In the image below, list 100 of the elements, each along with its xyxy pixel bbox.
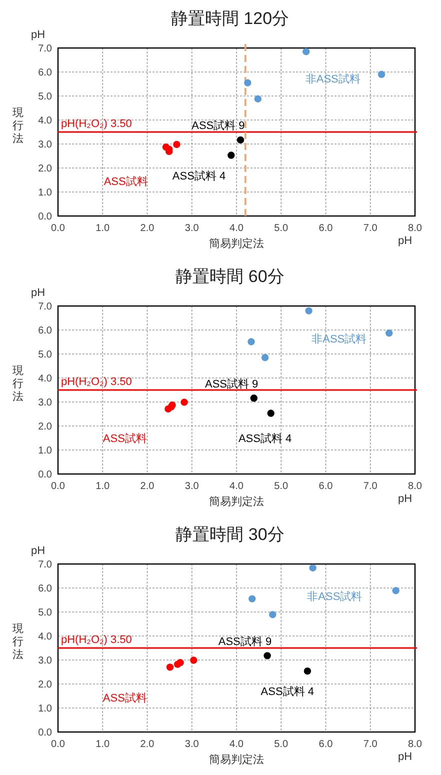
x-tick-label: 3.0	[184, 481, 200, 492]
x-tick-label: 6.0	[318, 481, 334, 492]
x-tick-label: 0.0	[51, 739, 66, 750]
point	[248, 595, 256, 602]
text: ASS試料	[102, 432, 147, 446]
x-tick-label: 2.0	[140, 481, 155, 492]
ref-line-label: pH(H₂O₂) 3.50	[61, 118, 132, 130]
point	[190, 656, 198, 664]
x-tick-label: 1.0	[96, 739, 110, 750]
text: ASS試料	[102, 691, 147, 704]
point	[269, 611, 276, 618]
point	[302, 48, 310, 56]
series-label: ASS試料 4	[260, 685, 314, 698]
x-tick-label: 7.0	[363, 739, 378, 750]
y-tick-label: 1.0	[38, 704, 52, 714]
y-tick-label: 4.0	[38, 116, 52, 126]
point	[309, 564, 316, 572]
x-tick-label: 0.0	[51, 223, 66, 234]
x-tick-label: 8.0	[408, 481, 422, 492]
x-tick-label: 1.0	[96, 481, 110, 492]
y-tick-label: 2.0	[38, 680, 52, 690]
point	[264, 652, 271, 660]
chart-title: 静置時間 30分	[176, 525, 284, 544]
text: pH	[30, 287, 46, 299]
x-tick-label: 0.0	[51, 481, 66, 492]
y-tick-label: 6.0	[38, 68, 52, 78]
point	[378, 70, 386, 78]
point	[166, 664, 174, 671]
x-tick-label: 6.0	[318, 739, 334, 750]
x-tick-label: 2.0	[140, 223, 155, 234]
y-tick-label: 4.0	[38, 632, 52, 642]
y-tick-label: 6.0	[38, 326, 52, 336]
y-tick-label: 3.0	[38, 140, 52, 150]
chart-title: 静置時間 120分	[170, 9, 290, 28]
x-tick-label: 7.0	[363, 481, 378, 492]
text: ASS試料	[104, 175, 148, 188]
series-label: 非ASS試料	[307, 590, 362, 604]
point	[173, 140, 180, 148]
text: pH	[30, 29, 46, 41]
y-tick-label: 7.0	[38, 302, 52, 312]
x-tick-label: 6.0	[318, 223, 334, 234]
y-axis-title: 現行法	[12, 365, 24, 403]
x-tick-label: 5.0	[274, 481, 289, 492]
x-tick-label: 4.0	[230, 223, 244, 234]
point	[261, 354, 269, 362]
x-tick-label: 2.0	[140, 739, 155, 750]
x-tick-label: 4.0	[230, 481, 244, 492]
y-tick-label: 1.0	[38, 446, 52, 456]
x-tick-label: 5.0	[274, 739, 289, 750]
series-label: ASS試料 9	[192, 119, 245, 132]
y-tick-label: 7.0	[38, 44, 52, 54]
y-tick-label: 2.0	[38, 422, 52, 432]
y-tick-label: 5.0	[38, 350, 52, 360]
y-tick-label: 0.0	[38, 728, 52, 738]
text: pH	[398, 493, 412, 505]
y-tick-label: 4.0	[38, 374, 52, 384]
y-tick-label: 6.0	[38, 584, 52, 594]
point	[267, 410, 274, 417]
text: pH	[398, 751, 412, 763]
point	[304, 667, 312, 675]
x-tick-label: 1.0	[96, 223, 110, 234]
x-tick-label: 5.0	[274, 223, 289, 234]
y-axis-title: 現行法	[12, 623, 24, 661]
x-tick-label: 3.0	[184, 223, 200, 234]
x-tick-label: 8.0	[408, 223, 422, 234]
x-tick-label: 3.0	[184, 739, 200, 750]
y-tick-label: 0.0	[38, 212, 52, 222]
point	[386, 330, 393, 337]
series-label: 非ASS試料	[305, 72, 360, 86]
series-label: 非ASS試料	[312, 332, 367, 346]
y-tick-label: 3.0	[38, 656, 52, 666]
x-tick-label: 7.0	[363, 223, 378, 234]
point	[392, 587, 400, 594]
y-tick-label: 5.0	[38, 92, 52, 102]
series-label: ASS試料 9	[218, 634, 272, 648]
point	[180, 398, 188, 406]
point	[228, 152, 235, 159]
y-tick-label: 1.0	[38, 188, 52, 198]
point	[305, 307, 312, 314]
y-tick-label: 7.0	[38, 560, 52, 570]
point	[248, 338, 255, 346]
text: pH	[30, 545, 46, 557]
chart-title: 静置時間 60分	[176, 267, 284, 286]
point	[176, 659, 184, 666]
x-tick-label: 8.0	[408, 739, 422, 750]
text: pH	[398, 235, 412, 247]
point	[236, 136, 244, 144]
ref-line-label: pH(H₂O₂) 3.50	[61, 634, 132, 646]
series-label: ASS試料 4	[172, 169, 226, 182]
point	[250, 394, 258, 402]
y-tick-label: 2.0	[38, 164, 52, 174]
y-tick-label: 5.0	[38, 608, 52, 618]
point	[244, 79, 252, 86]
y-tick-label: 0.0	[38, 470, 52, 480]
series-label: ASS試料 9	[204, 377, 258, 390]
x-axis-title: 簡易判定法	[209, 495, 264, 508]
x-axis-title: 簡易判定法	[209, 237, 264, 250]
x-tick-label: 4.0	[230, 739, 244, 750]
text: ASS試料 4	[238, 432, 292, 446]
y-tick-label: 3.0	[38, 398, 52, 408]
